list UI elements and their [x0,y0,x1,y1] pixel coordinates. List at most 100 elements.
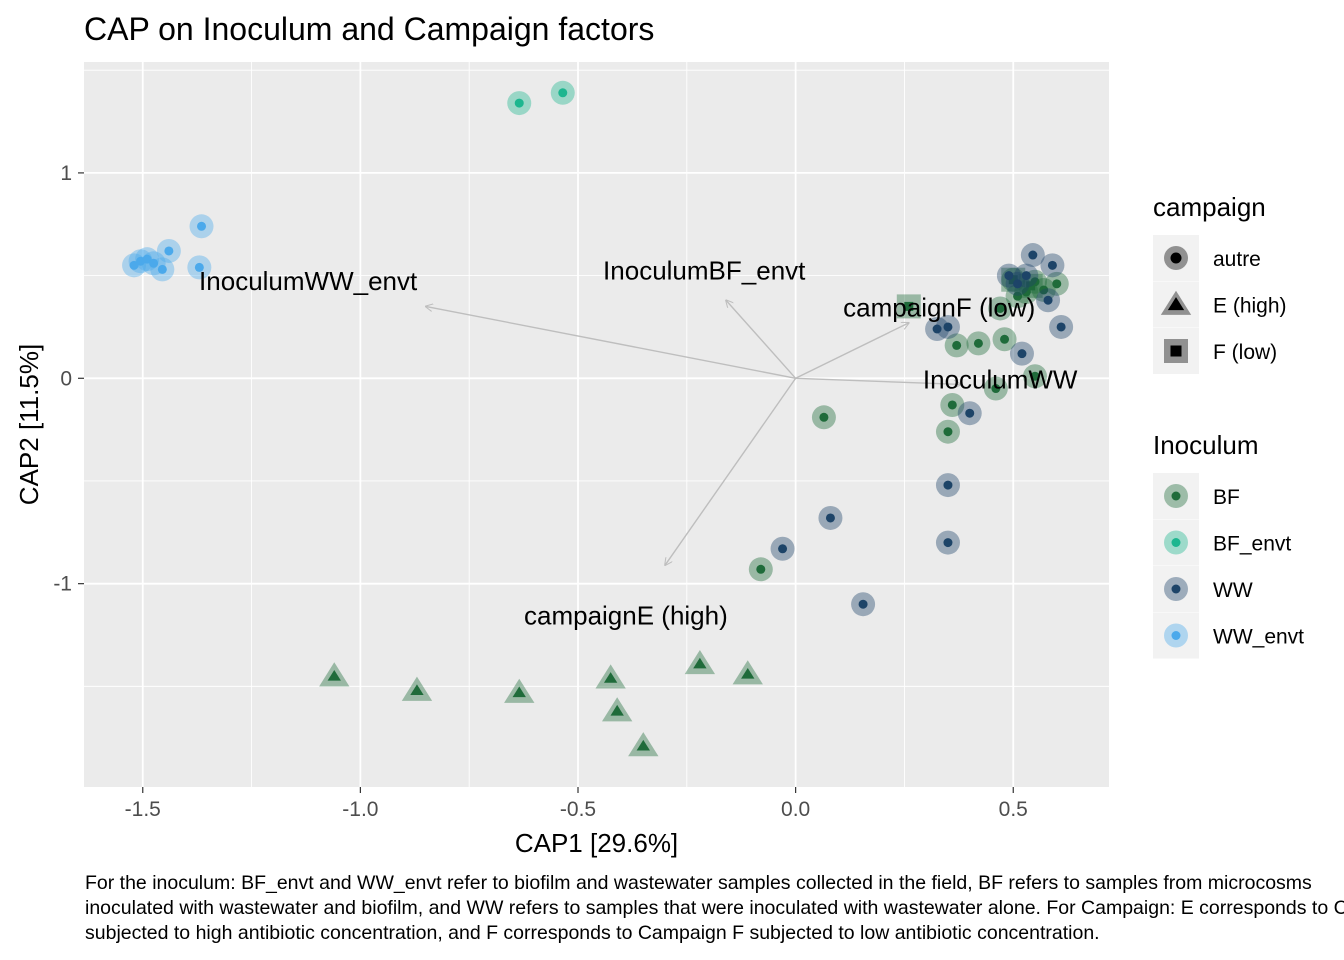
biplot-arrow-label: campaignF (low) [843,293,1035,323]
point-core [825,513,835,523]
legend-label: E (high) [1213,295,1287,318]
data-point-ww [1040,253,1065,278]
legend-key-ww-envt [1164,623,1188,648]
data-point-bf [1023,364,1048,389]
data-point-bf [1044,271,1069,296]
legend-label: F (low) [1213,341,1277,364]
point-core [819,412,829,422]
point-core [995,303,1005,313]
biplot-arrow [795,323,909,379]
point-core [973,338,983,348]
data-point-bf [1001,267,1026,292]
legend-label: BF [1213,486,1240,509]
data-point-ww [851,592,876,617]
legend-label: BF_envt [1213,533,1291,556]
data-point-ww-envt [189,214,214,239]
point-core [778,544,788,554]
caption-line-3: subjected to high antibiotic concentrati… [85,922,1100,944]
data-point-bf [944,333,969,358]
point-core [1013,291,1023,301]
point-core [327,670,341,681]
biplot-arrow [795,377,961,384]
legend-key-ww [1164,577,1188,601]
point-core [1171,538,1181,547]
data-point-ww [935,473,960,498]
data-point-ww [935,530,960,555]
point-core [512,686,526,698]
chart-title: CAP on Inoculum and Campaign factors [84,11,654,47]
y-tick-label: -1 [53,573,72,596]
data-point-bf [504,678,535,703]
plot-panel [84,62,1109,787]
point-core [943,322,953,332]
point-core [129,260,139,270]
data-point-bf [988,296,1013,321]
data-point-ww [1049,314,1074,339]
point-core [194,262,204,272]
data-point-bf [732,660,763,685]
point-core [1171,491,1181,501]
data-point-bf [319,662,350,687]
point-core [1047,260,1057,270]
legend-key-bf [1164,484,1188,508]
x-tick-label: -1.5 [125,798,161,821]
biplot-arrow-label: InoculumWW [923,365,1078,395]
point-core [149,258,159,268]
point-core [142,254,152,264]
point-core [610,704,624,716]
point-core [410,684,424,696]
legend-key-f [1164,339,1188,363]
point-core [197,221,207,231]
point-core [943,480,953,490]
legend-label: WW [1213,579,1253,602]
data-point-bf [595,664,626,689]
point-core [603,672,618,683]
x-axis-title: CAP1 [29.6%] [515,828,678,858]
point-core [1170,252,1182,264]
point-core [1039,285,1049,295]
x-tick-label: 0.5 [999,798,1028,821]
y-tick-label: 0 [60,367,72,390]
data-point-ww [935,314,960,339]
data-point-ww-envt [187,255,212,280]
data-point-bf [811,405,836,430]
point-core [1026,281,1036,291]
point-core [947,400,957,410]
y-tick-label: 1 [60,162,72,185]
point-core [1056,322,1066,332]
cap-scatter-chart: CAP on Inoculum and Campaign factors -1.5… [14,11,1304,858]
data-point-ww [1009,341,1034,366]
data-point-ww [1020,243,1045,268]
point-core [164,246,174,256]
data-point-ww [770,536,795,561]
biplot-arrow-label: InoculumWW_envt [199,266,418,296]
data-point-bf [684,649,716,675]
biplot-arrow [426,306,796,379]
point-core [1030,371,1040,381]
legend-label: autre [1213,248,1261,271]
data-point-bf [1005,284,1030,309]
point-core [1167,297,1185,311]
point-core [943,427,953,437]
legend-label: WW_envt [1213,626,1304,649]
point-core [858,599,868,609]
point-core [1017,349,1027,359]
data-point-ww [957,401,982,426]
legend-key-bf-envt [1164,530,1188,555]
data-point-bf [401,676,433,701]
caption-line-1: For the inoculum: BF_envt and WW_envt re… [85,872,1312,894]
point-core [1013,279,1023,289]
y-axis-title: CAP2 [11.5%] [14,344,44,505]
point-core [756,564,766,574]
point-core [1171,631,1181,640]
data-point-ww-envt [150,257,175,282]
biplot-arrow-label: InoculumBF_envt [603,256,806,286]
data-point-ww [1014,263,1039,288]
caption-line-2: inoculated with wastewater and biofilm, … [85,897,1344,919]
point-core [1000,334,1010,344]
point-core [1008,275,1018,285]
data-point-bf [1018,273,1043,298]
data-point-bf [940,392,965,417]
legend-title-campaign: campaign [1153,192,1266,222]
legend-title-inoculum: Inoculum [1153,430,1259,460]
